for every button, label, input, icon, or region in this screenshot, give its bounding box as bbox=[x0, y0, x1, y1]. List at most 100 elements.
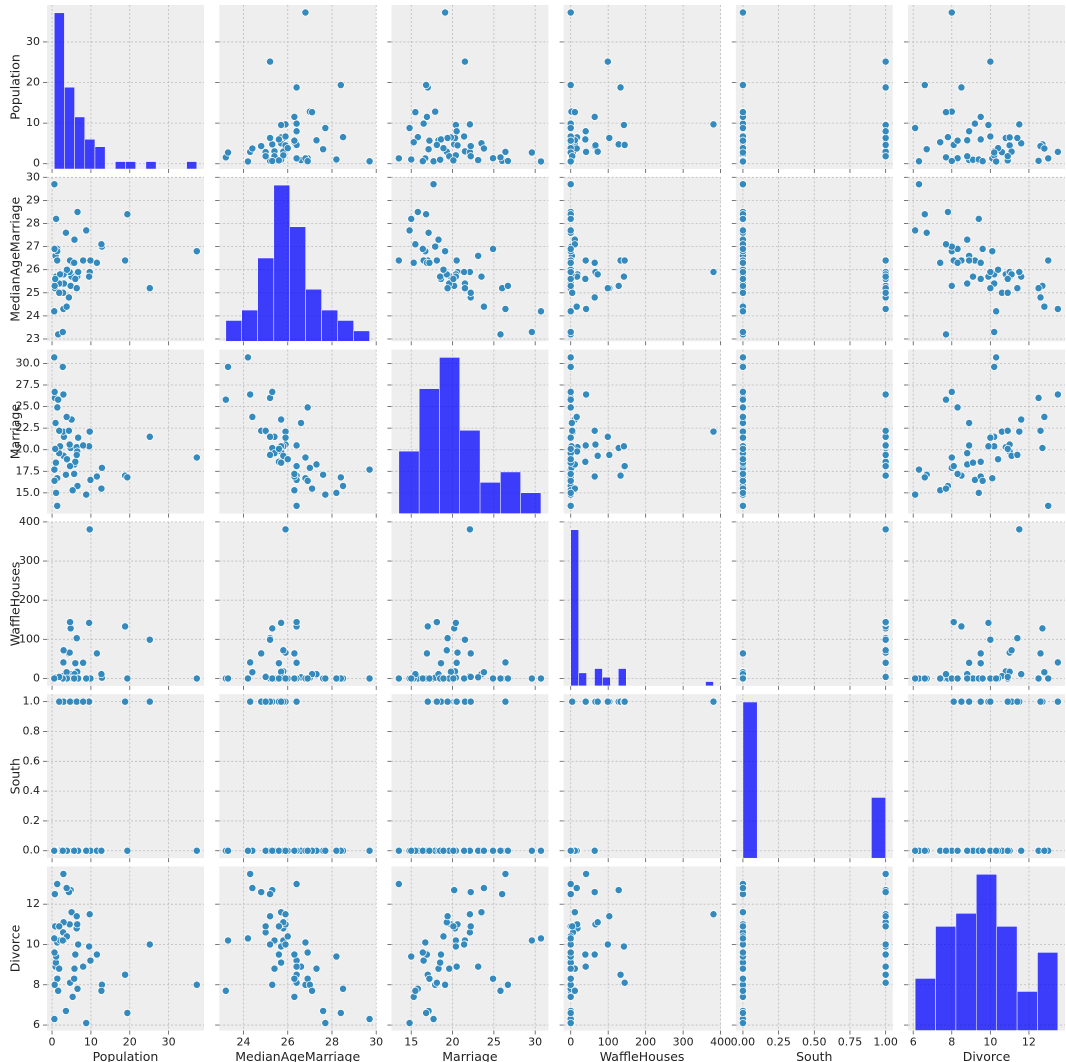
scatter-point bbox=[290, 136, 299, 145]
scatter-point bbox=[423, 622, 432, 631]
scatter-point bbox=[466, 922, 475, 931]
scatter-point bbox=[279, 646, 288, 655]
scatter-point bbox=[936, 258, 945, 267]
panel-background bbox=[908, 694, 1065, 859]
scatter-point bbox=[439, 674, 448, 683]
x-axis-label: WaffleHouses bbox=[600, 1049, 685, 1062]
scatter-point bbox=[277, 121, 286, 129]
scatter-point bbox=[74, 433, 83, 442]
scatter-point bbox=[566, 136, 575, 145]
scatter-point bbox=[1053, 147, 1062, 156]
scatter-point bbox=[336, 81, 345, 90]
scatter-point bbox=[50, 890, 59, 899]
scatter-point bbox=[881, 635, 890, 644]
panel bbox=[559, 176, 721, 346]
scatter-point bbox=[527, 846, 536, 855]
scatter-point bbox=[990, 328, 999, 337]
scatter-point bbox=[881, 618, 890, 627]
scatter-point bbox=[527, 936, 536, 945]
scatter-point bbox=[301, 8, 310, 17]
panel bbox=[731, 5, 893, 173]
scatter-point bbox=[593, 918, 602, 927]
scatter-point bbox=[418, 674, 427, 683]
scatter-point bbox=[976, 659, 985, 668]
scatter-point bbox=[61, 470, 70, 479]
panel-background bbox=[563, 349, 721, 514]
scatter-point bbox=[566, 964, 575, 973]
scatter-point bbox=[1034, 284, 1043, 293]
scatter-point bbox=[501, 305, 510, 313]
scatter-point bbox=[566, 880, 575, 888]
scatter-point bbox=[85, 910, 94, 919]
y-tick-label: 25.0 bbox=[16, 400, 41, 413]
scatter-point bbox=[1036, 426, 1045, 435]
scatter-point bbox=[503, 281, 512, 290]
panel-background bbox=[563, 177, 721, 342]
scatter-point bbox=[61, 228, 70, 237]
scatter-point bbox=[738, 986, 747, 995]
scatter-point bbox=[1013, 634, 1022, 643]
scatter-point bbox=[283, 144, 292, 153]
scatter-point bbox=[56, 270, 65, 279]
scatter-point bbox=[332, 488, 341, 497]
scatter-point bbox=[738, 226, 747, 235]
scatter-point bbox=[85, 618, 94, 627]
scatter-point bbox=[1044, 154, 1053, 163]
scatter-point bbox=[292, 441, 301, 450]
histogram-bar bbox=[618, 668, 627, 687]
scatter-point bbox=[581, 950, 590, 959]
scatter-point bbox=[72, 284, 81, 293]
scatter-point bbox=[566, 281, 575, 290]
scatter-point bbox=[1013, 284, 1022, 293]
histogram-bar bbox=[321, 309, 338, 342]
scatter-point bbox=[709, 910, 718, 919]
scatter-point bbox=[582, 870, 591, 878]
x-tick-label: 0.75 bbox=[838, 1036, 863, 1049]
scatter-point bbox=[394, 154, 403, 163]
y-tick-label: 29 bbox=[26, 193, 40, 206]
scatter-point bbox=[243, 157, 252, 166]
scatter-point bbox=[411, 240, 420, 249]
scatter-point bbox=[566, 180, 575, 189]
histogram-bar bbox=[353, 330, 370, 342]
scatter-point bbox=[422, 210, 431, 219]
scatter-point bbox=[566, 244, 575, 253]
scatter-point bbox=[192, 846, 201, 855]
scatter-point bbox=[266, 57, 275, 66]
histogram-bar bbox=[125, 161, 136, 170]
scatter-point bbox=[243, 353, 252, 362]
scatter-point bbox=[308, 986, 317, 995]
scatter-point bbox=[738, 387, 747, 396]
scatter-point bbox=[881, 152, 890, 161]
panel-background bbox=[219, 694, 377, 859]
scatter-point bbox=[466, 888, 475, 897]
scatter-point bbox=[570, 908, 579, 917]
scatter-point bbox=[418, 846, 427, 855]
panel-background bbox=[47, 349, 204, 514]
scatter-point bbox=[405, 226, 414, 235]
scatter-point bbox=[248, 884, 257, 893]
scatter-point bbox=[268, 980, 277, 989]
scatter-point bbox=[920, 473, 929, 482]
x-tick-label: 10 bbox=[983, 1036, 997, 1049]
scatter-point bbox=[451, 942, 460, 951]
scatter-point bbox=[301, 938, 310, 947]
scatter-point bbox=[619, 942, 628, 951]
scatter-point bbox=[566, 258, 575, 267]
scatter-point bbox=[915, 180, 923, 189]
scatter-point bbox=[82, 674, 91, 683]
scatter-point bbox=[290, 649, 299, 658]
scatter-point bbox=[365, 674, 374, 683]
x-tick-label: 20 bbox=[446, 1036, 460, 1049]
scatter-point bbox=[86, 475, 95, 484]
scatter-point bbox=[976, 258, 985, 267]
scatter-point bbox=[394, 674, 403, 683]
y-tick-label: 0.0 bbox=[23, 844, 41, 857]
scatter-point bbox=[949, 697, 958, 706]
scatter-point bbox=[270, 964, 279, 973]
scatter-point bbox=[990, 362, 999, 371]
scatter-point bbox=[590, 112, 599, 121]
scatter-point bbox=[425, 846, 434, 855]
scatter-point bbox=[303, 476, 312, 485]
x-tick-label: 200 bbox=[635, 1036, 656, 1049]
